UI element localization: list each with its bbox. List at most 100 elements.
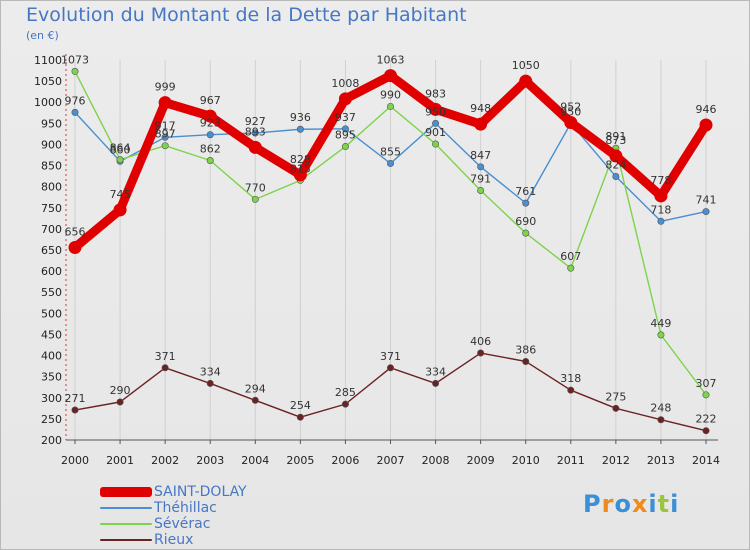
data-label-s-v-rac: 895	[335, 129, 356, 142]
data-label-th-hillac: 976	[65, 94, 86, 107]
data-point-th-hillac	[386, 159, 394, 167]
data-label-th-hillac: 741	[696, 194, 717, 207]
data-label-rieux: 371	[380, 350, 401, 363]
data-label-saint-dolay: 778	[650, 174, 671, 187]
data-label-rieux: 254	[290, 399, 311, 412]
data-label-rieux: 406	[470, 335, 491, 348]
y-tick-label: 350	[41, 371, 62, 384]
x-tick-label: 2000	[61, 454, 89, 467]
logo-letter: o	[614, 490, 632, 518]
data-label-saint-dolay: 1008	[331, 77, 359, 90]
data-label-s-v-rac: 307	[696, 377, 717, 390]
data-point-rieux	[612, 404, 620, 412]
data-point-rieux	[341, 400, 349, 408]
data-label-saint-dolay: 656	[65, 225, 86, 238]
data-point-th-hillac	[702, 208, 710, 216]
data-label-saint-dolay: 745	[110, 188, 131, 201]
x-tick-label: 2007	[377, 454, 405, 467]
data-label-rieux: 386	[515, 343, 536, 356]
data-label-rieux: 248	[650, 402, 671, 415]
data-point-rieux	[206, 379, 214, 387]
data-label-s-v-rac: 791	[470, 172, 491, 185]
data-label-s-v-rac: 901	[425, 126, 446, 139]
data-label-rieux: 334	[425, 365, 446, 378]
data-point-saint-dolay	[474, 117, 488, 131]
data-point-th-hillac	[71, 108, 79, 116]
data-point-saint-dolay	[699, 118, 713, 132]
data-label-rieux: 290	[110, 384, 131, 397]
data-label-saint-dolay: 1050	[512, 59, 540, 72]
data-point-th-hillac	[432, 119, 440, 127]
data-point-rieux	[567, 386, 575, 394]
x-tick-label: 2008	[422, 454, 450, 467]
data-label-s-v-rac: 891	[605, 130, 626, 143]
data-label-th-hillac: 917	[155, 119, 176, 132]
y-tick-label: 650	[41, 244, 62, 257]
y-tick-label: 800	[41, 181, 62, 194]
data-label-saint-dolay: 952	[560, 100, 581, 113]
data-point-s-v-rac	[71, 67, 79, 75]
data-label-saint-dolay: 946	[696, 103, 717, 116]
x-tick-label: 2005	[286, 454, 314, 467]
data-point-rieux	[71, 406, 79, 414]
data-point-saint-dolay	[609, 149, 623, 163]
legend-swatch	[100, 523, 152, 525]
y-tick-label: 400	[41, 350, 62, 363]
x-tick-label: 2001	[106, 454, 134, 467]
y-tick-label: 850	[41, 160, 62, 173]
x-tick-label: 2004	[241, 454, 269, 467]
data-point-saint-dolay	[564, 115, 578, 129]
x-tick-label: 2011	[557, 454, 585, 467]
data-point-rieux	[477, 349, 485, 357]
data-point-th-hillac	[341, 125, 349, 133]
data-label-s-v-rac: 864	[110, 142, 131, 155]
data-label-th-hillac: 761	[515, 185, 536, 198]
data-point-th-hillac	[251, 129, 259, 137]
data-point-saint-dolay	[429, 102, 443, 116]
data-label-saint-dolay: 1063	[377, 54, 405, 67]
data-label-s-v-rac: 449	[650, 317, 671, 330]
x-tick-label: 2009	[467, 454, 495, 467]
data-point-saint-dolay	[654, 189, 668, 203]
data-label-s-v-rac: 607	[560, 250, 581, 263]
x-tick-label: 2014	[692, 454, 720, 467]
data-label-saint-dolay: 999	[155, 81, 176, 94]
y-tick-label: 250	[41, 413, 62, 426]
legend-swatch	[100, 539, 152, 541]
data-point-th-hillac	[296, 125, 304, 133]
proxiti-logo: Proxiti	[583, 490, 679, 518]
data-label-th-hillac: 950	[425, 105, 446, 118]
data-label-rieux: 318	[560, 372, 581, 385]
data-label-s-v-rac: 862	[200, 142, 221, 155]
y-tick-label: 600	[41, 265, 62, 278]
data-point-s-v-rac	[251, 195, 259, 203]
data-label-saint-dolay: 948	[470, 102, 491, 115]
data-point-s-v-rac	[116, 156, 124, 164]
data-label-rieux: 334	[200, 365, 221, 378]
data-label-rieux: 285	[335, 386, 356, 399]
chart-title: Evolution du Montant de la Dette par Hab…	[26, 4, 467, 26]
data-point-th-hillac	[522, 199, 530, 207]
x-tick-label: 2002	[151, 454, 179, 467]
data-point-th-hillac	[657, 217, 665, 225]
y-tick-label: 900	[41, 138, 62, 151]
data-label-rieux: 271	[65, 392, 86, 405]
data-label-th-hillac: 824	[605, 159, 626, 172]
data-point-rieux	[386, 364, 394, 372]
data-label-s-v-rac: 815	[290, 162, 311, 175]
x-tick-label: 2013	[647, 454, 675, 467]
data-label-th-hillac: 927	[245, 115, 266, 128]
y-tick-label: 550	[41, 286, 62, 299]
y-tick-label: 200	[41, 434, 62, 447]
data-point-saint-dolay	[293, 168, 307, 182]
data-point-saint-dolay	[158, 96, 172, 110]
data-label-th-hillac: 847	[470, 149, 491, 162]
logo-letter: t	[657, 490, 671, 518]
logo-letter: i	[670, 490, 680, 518]
data-label-rieux: 275	[605, 390, 626, 403]
data-point-saint-dolay	[338, 92, 352, 106]
data-point-th-hillac	[612, 173, 620, 181]
data-label-th-hillac: 923	[200, 117, 221, 130]
